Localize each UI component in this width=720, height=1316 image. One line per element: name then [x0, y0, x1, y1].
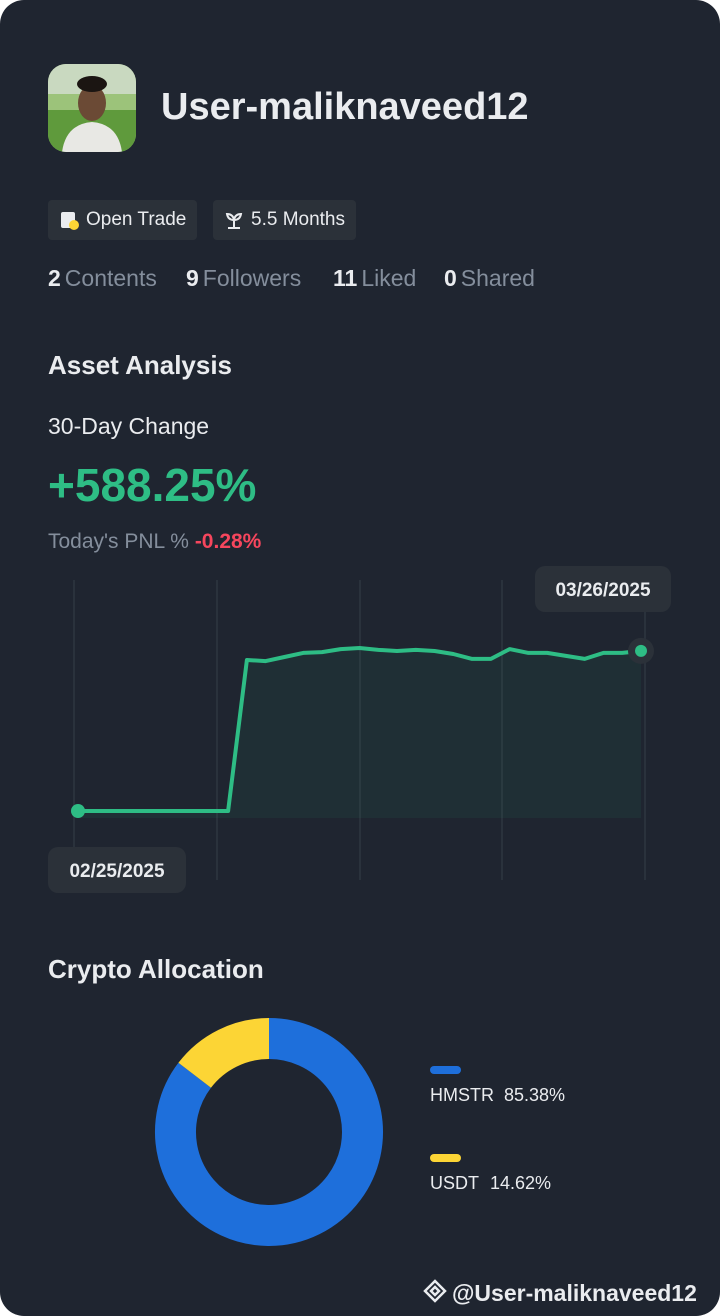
stat-value: 2 — [48, 265, 61, 291]
avatar — [48, 64, 136, 152]
legend-label: USDT — [430, 1173, 479, 1193]
legend-value: 14.62% — [490, 1173, 551, 1193]
stat-label: Contents — [64, 265, 157, 291]
section-title: Crypto Allocation — [48, 954, 264, 984]
legend-swatch — [430, 1066, 461, 1074]
stat-value: 11 — [333, 265, 358, 291]
legend-value: 85.38% — [504, 1085, 565, 1105]
donut-chart: HMSTR 85.38% USDT 14.62% — [155, 1018, 565, 1246]
stat: 9 Followers — [186, 265, 301, 292]
chart-grid — [73, 580, 646, 880]
stat: 11 Liked — [333, 265, 416, 292]
footer-handle: @User-maliknaveed12 — [452, 1280, 697, 1306]
start-dot — [71, 804, 85, 818]
legend-swatch — [430, 1154, 461, 1162]
stat: 2 Contents — [48, 265, 157, 292]
badge: 5.5 Months — [213, 200, 356, 240]
change-label: 30-Day Change — [48, 413, 210, 439]
stat-label: Followers — [202, 265, 302, 291]
pnl-label: Today's PNL % — [48, 530, 189, 553]
pnl-value: -0.28% — [194, 530, 262, 553]
stat-value: 0 — [444, 265, 457, 291]
donut-segment — [178, 1018, 270, 1089]
line-area — [78, 648, 641, 818]
badge-icon — [225, 212, 243, 229]
section-title: Asset Analysis — [48, 350, 233, 380]
badge-icon — [61, 212, 79, 230]
footer-logo — [423, 1279, 447, 1303]
stat-label: Shared — [460, 265, 535, 291]
line-chart — [71, 637, 654, 818]
badge-text: Open Trade — [86, 209, 187, 230]
end-date: 03/26/2025 — [555, 580, 651, 601]
pnl: Today's PNL % -0.28% — [48, 530, 261, 554]
badge-text: 5.5 Months — [251, 209, 345, 230]
badge: Open Trade — [48, 200, 198, 240]
end-dot — [635, 644, 647, 657]
line — [78, 646, 642, 813]
start-date: 02/25/2025 — [69, 861, 165, 882]
stat-value: 9 — [186, 265, 199, 291]
legend-label: HMSTR — [430, 1085, 494, 1105]
user-name: User-maliknaveed12 — [161, 86, 529, 128]
donut-segment — [155, 1018, 383, 1246]
stat-label: Liked — [361, 265, 417, 291]
end-tooltip — [535, 566, 671, 612]
change-value: +588.25% — [48, 459, 257, 511]
stat: 0 Shared — [444, 265, 535, 292]
start-tooltip — [48, 847, 186, 893]
